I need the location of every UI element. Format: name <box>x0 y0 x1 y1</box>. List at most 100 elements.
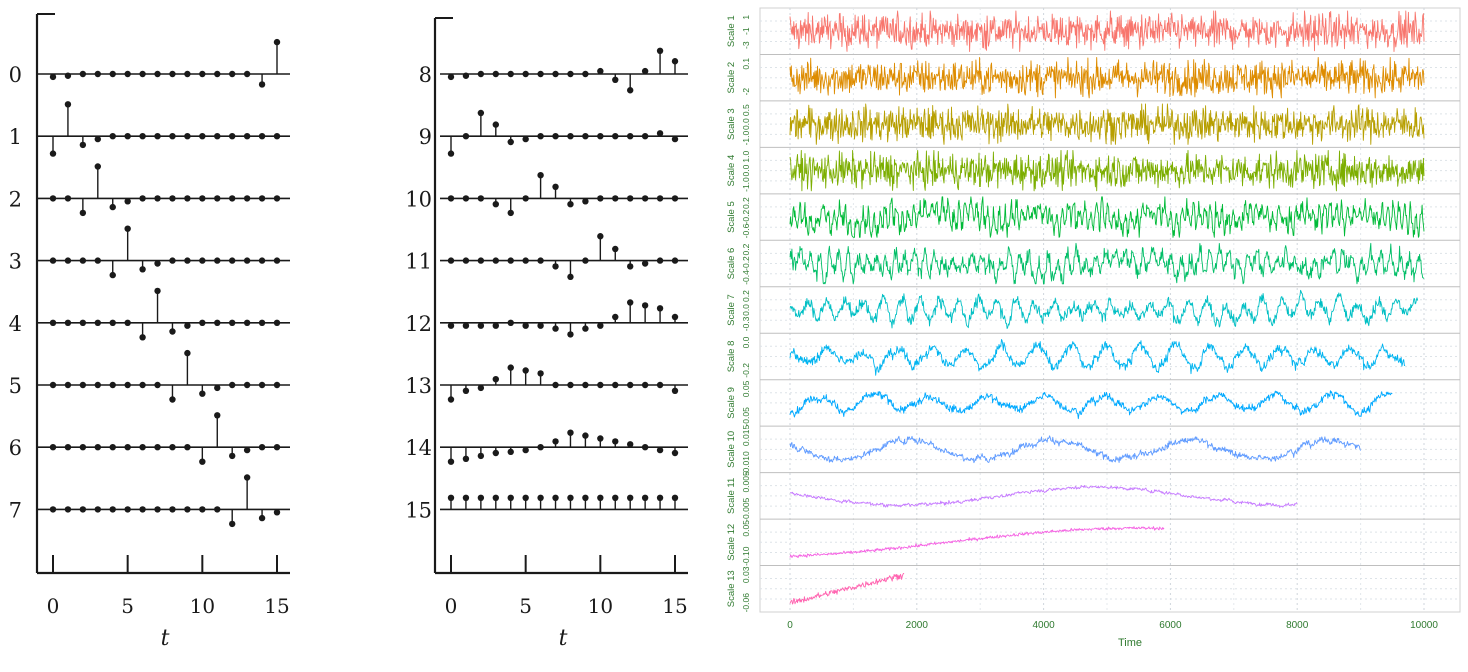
stem-marker <box>656 195 664 202</box>
stem-marker <box>582 325 589 332</box>
strip-label: Scale 4 <box>726 155 737 187</box>
stem-marker <box>492 121 499 128</box>
y-tick-label: -0.2 <box>741 209 751 224</box>
stem-marker <box>273 381 281 389</box>
stem-marker <box>492 494 499 501</box>
stem-marker <box>214 195 221 202</box>
row-label: 8 <box>419 63 432 87</box>
stem-marker <box>552 183 559 190</box>
stem-marker <box>229 195 236 202</box>
strip-label: Scale 7 <box>726 294 737 326</box>
stem-marker <box>537 133 544 140</box>
strip-label: Scale 9 <box>726 387 737 419</box>
stem-marker <box>79 141 87 149</box>
row-label: 0 <box>9 63 22 87</box>
stem-marker <box>597 195 604 202</box>
row-label: 5 <box>9 374 22 398</box>
series-line <box>789 10 1425 52</box>
stem-marker <box>582 494 589 501</box>
stem-marker <box>214 384 221 392</box>
stem-marker <box>671 387 679 394</box>
stem-marker <box>612 133 619 140</box>
stem-marker <box>522 367 529 374</box>
stem-marker <box>94 319 102 326</box>
stem-marker <box>94 257 102 264</box>
stem-panel-2: 0 5 10 15 t 8 9 10 11 12 13 14 15 <box>405 17 688 651</box>
strip-label: Scale 8 <box>726 341 737 373</box>
stem-marker <box>492 449 499 457</box>
stem-marker <box>447 396 455 403</box>
stem-marker <box>229 70 236 78</box>
row-label: 9 <box>419 125 432 149</box>
y-tick-label: -0.005 <box>741 497 751 521</box>
y-tick-label: 0.2 <box>741 290 751 302</box>
stem-marker <box>671 257 679 264</box>
stem-marker <box>477 70 485 78</box>
stem-marker <box>94 163 102 170</box>
x-tick-label: 0 <box>47 594 60 618</box>
stem-marker <box>582 133 589 140</box>
stem-marker <box>567 381 574 389</box>
stem-marker <box>184 349 191 357</box>
stem-marker <box>552 133 559 140</box>
stem-marker <box>627 87 634 94</box>
stem-marker <box>243 446 251 454</box>
stem-marker <box>552 381 559 389</box>
stem-marker <box>229 520 236 528</box>
stem-marker <box>94 444 102 451</box>
stem-marker <box>154 506 161 513</box>
y-tick-label: -0.010 <box>741 451 751 475</box>
stem-marker <box>124 444 131 451</box>
stem-marker <box>522 257 529 264</box>
x-tick-label: 4000 <box>1032 620 1055 631</box>
stem-marker <box>258 81 266 88</box>
stem-marker <box>49 506 57 513</box>
x-tick-label: 0 <box>787 620 793 631</box>
stem-marker <box>641 67 649 75</box>
stem-marker <box>199 506 206 513</box>
stem-marker <box>477 195 485 202</box>
stem-marker <box>64 444 72 451</box>
stem-marker <box>124 225 131 232</box>
stem-marker <box>243 133 251 140</box>
stem-marker <box>567 201 574 208</box>
stem-marker <box>124 198 131 205</box>
y-tick-label: 0.0 <box>741 336 751 348</box>
stem-marker <box>273 195 281 202</box>
stem-marker <box>214 412 221 419</box>
stem-marker <box>641 133 649 140</box>
stem-marker <box>169 328 176 335</box>
stem-marker <box>507 494 514 501</box>
stem-marker <box>79 444 87 451</box>
stem-marker <box>641 302 649 309</box>
series-line <box>789 526 1165 559</box>
stem-marker <box>612 195 619 202</box>
stem-marker <box>492 376 499 383</box>
stem-marker <box>462 72 470 79</box>
stem-marker <box>169 257 176 264</box>
stem-marker <box>139 133 146 140</box>
stem-marker <box>462 494 470 501</box>
stem-marker <box>507 70 514 78</box>
stem-marker <box>507 364 514 371</box>
stem-marker <box>214 319 221 326</box>
y-tick-label: -1 <box>741 27 751 35</box>
stem-marker <box>477 257 485 264</box>
stem-marker <box>462 387 470 394</box>
stem-marker <box>552 325 559 332</box>
stem-marker <box>656 494 664 501</box>
stem-marker <box>671 195 679 202</box>
stem-marker <box>522 195 529 202</box>
x-tick-label: 5 <box>519 594 532 618</box>
stem-marker <box>582 70 589 78</box>
series-line <box>789 242 1425 285</box>
stem-marker <box>462 195 470 202</box>
stem-marker <box>462 257 470 264</box>
stem-marker <box>243 195 251 202</box>
stem-marker <box>49 73 57 81</box>
x-tick-label: 5 <box>121 594 134 618</box>
stem-marker <box>447 458 455 465</box>
stem-marker <box>49 150 57 157</box>
stem-marker <box>492 257 499 264</box>
y-tick-label: -0.05 <box>741 407 751 427</box>
